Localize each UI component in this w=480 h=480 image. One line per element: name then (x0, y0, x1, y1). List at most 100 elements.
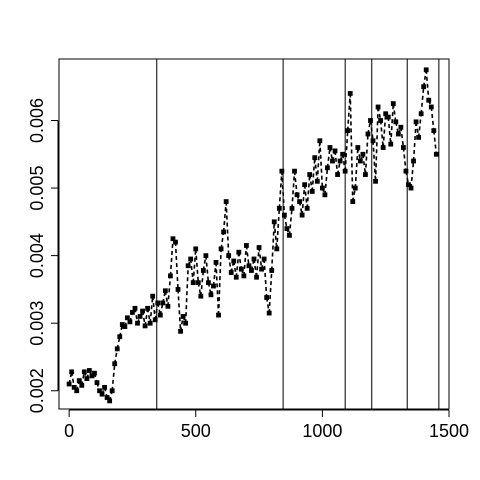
data-point (107, 398, 113, 404)
data-point (266, 310, 272, 316)
connector-segment (189, 258, 195, 283)
connector-segment (205, 255, 210, 283)
connector-segment (232, 260, 238, 278)
data-point (395, 131, 401, 137)
connector-segment (164, 290, 169, 307)
connector-segment (374, 106, 379, 182)
data-point (71, 384, 77, 390)
connector-segment (273, 221, 278, 249)
data-point (188, 256, 194, 262)
data-point (109, 388, 115, 394)
connector-segment (387, 117, 392, 145)
data-point (370, 138, 376, 144)
connector-segment (288, 208, 293, 236)
connector-segment (245, 245, 250, 266)
data-point (423, 67, 429, 73)
data-point (228, 270, 234, 275)
data-point (132, 305, 138, 311)
data-point (342, 168, 348, 174)
data-point (385, 114, 391, 120)
connector-segment (217, 248, 222, 316)
connector-segment (334, 150, 339, 175)
data-point (340, 151, 346, 157)
data-point (375, 104, 381, 110)
data-point (183, 320, 189, 326)
connector-segment (144, 308, 149, 327)
data-points (66, 67, 439, 404)
data-point (81, 369, 87, 375)
x-axis: 0 500 1000 1500 (64, 409, 469, 441)
data-point (152, 317, 158, 323)
data-point (236, 249, 242, 255)
connector-segment (293, 171, 298, 195)
data-point (304, 205, 310, 211)
data-point (365, 131, 371, 137)
data-point (256, 245, 262, 250)
data-point (135, 320, 140, 326)
data-point (401, 145, 406, 150)
data-point (428, 104, 434, 110)
connector-segment (167, 275, 172, 307)
connector-segment (311, 157, 316, 192)
data-point (124, 315, 130, 321)
data-point (238, 266, 244, 272)
plot-frame (58, 58, 450, 410)
data-point (198, 293, 204, 299)
data-point (319, 185, 325, 191)
data-point (403, 168, 409, 174)
connector-segment (430, 106, 435, 131)
data-point (408, 185, 414, 191)
data-point (145, 305, 151, 311)
data-point (330, 158, 335, 164)
connector-segment (369, 120, 374, 141)
connector-segment (255, 247, 260, 278)
data-point (426, 97, 432, 103)
data-point (279, 168, 285, 174)
data-point (345, 128, 351, 134)
data-point (357, 158, 363, 164)
connector-segment (268, 270, 273, 314)
data-point (137, 314, 143, 319)
data-point (200, 268, 206, 273)
data-point (86, 368, 92, 373)
data-point (226, 253, 232, 259)
data-point (221, 229, 227, 235)
x-tick-label: 1500 (429, 421, 469, 441)
connector-segment (146, 308, 151, 324)
data-point (195, 280, 201, 286)
data-point (287, 232, 292, 238)
data-point (307, 172, 313, 177)
connector-segment (415, 121, 420, 138)
data-point (218, 246, 224, 252)
connector-segment (263, 258, 268, 298)
data-point (97, 388, 102, 394)
data-point (241, 273, 247, 279)
data-point (284, 226, 290, 231)
data-point (373, 178, 378, 184)
connector-segment (372, 140, 377, 182)
data-point (246, 263, 252, 269)
connector-segment (174, 242, 179, 290)
connector-segment (425, 69, 430, 101)
connector-segment (382, 113, 387, 148)
connector-segment (258, 247, 263, 270)
data-point (244, 243, 249, 248)
data-point (76, 378, 82, 384)
data-point (233, 274, 239, 280)
data-point (302, 182, 308, 188)
connector-segment (265, 297, 270, 314)
data-point (327, 145, 333, 150)
connector-segment (349, 93, 354, 202)
y-tick-label: 0.006 (27, 98, 47, 143)
connector-segment (225, 201, 230, 256)
connector-segment (154, 302, 159, 320)
connector-segment (149, 296, 154, 324)
data-point (165, 303, 171, 309)
data-point (84, 376, 90, 381)
data-point (309, 189, 315, 194)
data-point (170, 236, 176, 242)
data-point (79, 382, 85, 388)
data-point (162, 288, 168, 294)
connector-segment (278, 171, 283, 209)
